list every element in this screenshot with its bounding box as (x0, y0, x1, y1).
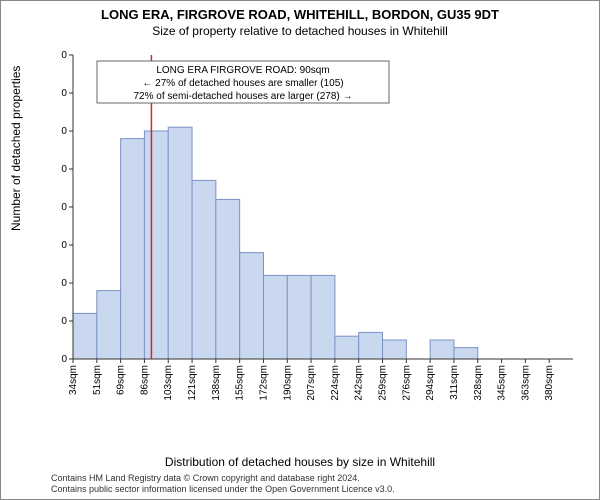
histogram-bar (192, 180, 216, 359)
chart-container: LONG ERA, FIRGROVE ROAD, WHITEHILL, BORD… (0, 0, 600, 500)
svg-text:34sqm: 34sqm (68, 365, 79, 395)
svg-text:121sqm: 121sqm (187, 365, 198, 401)
svg-text:155sqm: 155sqm (235, 365, 246, 401)
svg-text:60: 60 (61, 126, 67, 137)
footer-attribution: Contains HM Land Registry data © Crown c… (51, 473, 395, 496)
svg-text:311sqm: 311sqm (449, 365, 460, 400)
svg-text:30: 30 (61, 240, 67, 251)
svg-text:345sqm: 345sqm (497, 365, 508, 401)
histogram-bar (311, 275, 335, 359)
svg-text:51sqm: 51sqm (92, 365, 103, 395)
histogram-bar (168, 127, 192, 359)
histogram-bar (73, 313, 97, 359)
svg-text:10: 10 (61, 316, 67, 327)
plot-area: 0 10 20 30 40 50 60 70 80 34sqm 51sqm 69sqm 86sqm 103… (61, 49, 581, 419)
histogram-bar (454, 348, 478, 359)
svg-text:224sqm: 224sqm (330, 365, 341, 401)
histogram-bar (240, 253, 264, 359)
svg-text:138sqm: 138sqm (211, 365, 222, 401)
svg-text:190sqm: 190sqm (282, 365, 293, 401)
y-axis-label: Number of detached properties (9, 66, 23, 231)
footer-line1: Contains HM Land Registry data © Crown c… (51, 473, 395, 484)
histogram-bar (97, 291, 121, 359)
x-axis-label: Distribution of detached houses by size … (1, 455, 599, 469)
annotation-line3: 72% of semi-detached houses are larger (… (133, 91, 352, 102)
svg-text:86sqm: 86sqm (139, 365, 150, 395)
svg-text:259sqm: 259sqm (378, 365, 389, 401)
annotation-line2: ← 27% of detached houses are smaller (10… (142, 78, 343, 89)
svg-text:172sqm: 172sqm (258, 365, 269, 401)
svg-text:20: 20 (61, 278, 67, 289)
svg-text:80: 80 (61, 50, 67, 61)
histogram-bar (383, 340, 407, 359)
svg-text:69sqm: 69sqm (116, 365, 127, 395)
svg-text:328sqm: 328sqm (473, 365, 484, 401)
histogram-bar (430, 340, 454, 359)
svg-text:103sqm: 103sqm (163, 365, 174, 401)
histogram-bar (335, 336, 359, 359)
svg-text:207sqm: 207sqm (306, 365, 317, 401)
svg-text:294sqm: 294sqm (425, 365, 436, 401)
histogram-bar (121, 139, 145, 359)
histogram-svg: 0 10 20 30 40 50 60 70 80 34sqm 51sqm 69sqm 86sqm 103… (61, 49, 581, 419)
chart-subtitle: Size of property relative to detached ho… (1, 24, 599, 38)
svg-text:40: 40 (61, 202, 67, 213)
svg-text:0: 0 (61, 354, 67, 365)
chart-title-address: LONG ERA, FIRGROVE ROAD, WHITEHILL, BORD… (1, 7, 599, 22)
histogram-bar (144, 131, 168, 359)
histogram-bar (216, 199, 240, 359)
svg-text:363sqm: 363sqm (520, 365, 531, 401)
svg-text:380sqm: 380sqm (544, 365, 555, 401)
annotation-line1: LONG ERA FIRGROVE ROAD: 90sqm (156, 65, 329, 76)
svg-text:70: 70 (61, 88, 67, 99)
histogram-bar (287, 275, 311, 359)
svg-text:242sqm: 242sqm (354, 365, 365, 401)
footer-line2: Contains public sector information licen… (51, 484, 395, 495)
histogram-bar (263, 275, 287, 359)
svg-text:50: 50 (61, 164, 67, 175)
svg-text:276sqm: 276sqm (401, 365, 412, 401)
histogram-bar (359, 332, 383, 359)
